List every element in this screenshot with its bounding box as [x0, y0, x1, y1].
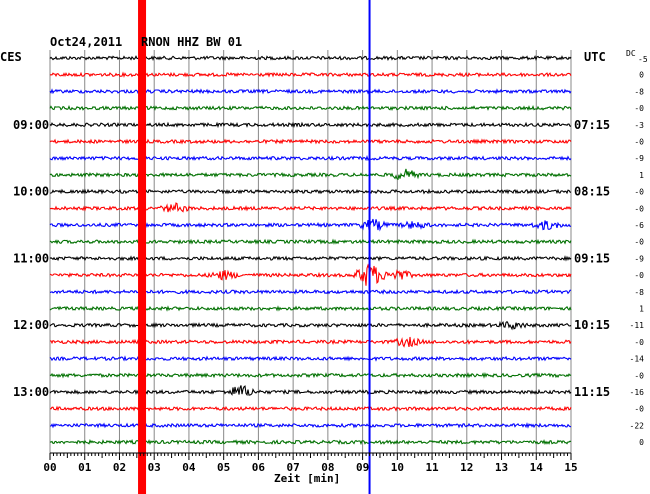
station-label: RNON HHZ BW 01 — [141, 35, 242, 49]
red-marker-bar — [138, 0, 147, 494]
trace-row-3 — [49, 104, 572, 112]
trace-row-8 — [49, 188, 572, 195]
x-tick-label: 11 — [425, 461, 439, 474]
dc-first-label: -5 — [638, 55, 648, 64]
trace-row-6 — [49, 155, 572, 162]
right-hour-label: 08:15 — [574, 185, 610, 199]
dc-offset-label: 0 — [639, 71, 644, 80]
x-tick-label: 12 — [460, 461, 473, 474]
x-tick-label: 14 — [530, 461, 544, 474]
dc-offset-label: -16 — [630, 388, 645, 397]
right-hour-label: 07:15 — [574, 118, 610, 132]
x-axis: 00 01 02 03 04 05 06 07 08 09 10 11 12 13 14 15 — [43, 452, 578, 474]
dc-offset-label: -9 — [634, 154, 644, 163]
x-tick-label: 04 — [182, 461, 196, 474]
trace-row-9 — [49, 202, 572, 213]
dc-offset-label: -22 — [630, 421, 645, 430]
dc-offset-label: -9 — [634, 254, 644, 263]
x-tick-label: 08 — [321, 461, 334, 474]
right-hour-label: 09:15 — [574, 251, 610, 265]
labels: Oct24,2011 RNON HHZ BW 01 CES UTC DC -5 … — [0, 35, 648, 485]
dc-offset-label: -0 — [634, 271, 644, 280]
dc-offset-label: -0 — [634, 338, 644, 347]
trace-lines — [49, 55, 572, 446]
x-tick-label: 09 — [356, 461, 369, 474]
dc-offset-label: -11 — [630, 321, 645, 330]
dc-offset-label: -0 — [634, 405, 644, 414]
x-tick-label: 00 — [43, 461, 56, 474]
x-tick-label: 07 — [287, 461, 300, 474]
grid-lines — [49, 50, 572, 453]
trace-row-2 — [49, 88, 572, 95]
dc-offset-label: -0 — [634, 188, 644, 197]
left-hour-label: 12:00 — [13, 318, 49, 332]
trace-row-0 — [49, 55, 572, 61]
x-tick-label: 01 — [78, 461, 92, 474]
trace-row-12 — [49, 255, 572, 262]
x-axis-title: Zeit [min] — [274, 472, 340, 485]
dc-offset-label: -0 — [634, 204, 644, 213]
trace-row-1 — [49, 71, 572, 78]
x-tick-label: 15 — [564, 461, 577, 474]
x-tick-label: 10 — [391, 461, 404, 474]
trace-row-23 — [49, 439, 572, 446]
right-hour-label: 11:15 — [574, 385, 610, 399]
dc-offset-label: -14 — [630, 355, 645, 364]
dc-offset-label: 1 — [639, 171, 644, 180]
dc-header-label: DC — [626, 49, 636, 58]
dc-offset-label: -0 — [634, 104, 644, 113]
left-hour-label: 10:00 — [13, 185, 49, 199]
trace-row-16 — [49, 320, 572, 331]
x-tick-label: 02 — [113, 461, 126, 474]
x-tick-label: 03 — [148, 461, 161, 474]
right-hour-label: 10:15 — [574, 318, 610, 332]
trace-row-19 — [49, 372, 572, 379]
dc-offset-label: -8 — [634, 288, 644, 297]
dc-offset-label: -0 — [634, 238, 644, 247]
trace-row-18 — [49, 355, 572, 362]
trace-row-11 — [49, 238, 572, 245]
right-zone-label: UTC — [584, 50, 606, 64]
dc-offset-label: -3 — [634, 121, 644, 130]
dc-offset-label: -0 — [634, 138, 644, 147]
trace-row-10 — [49, 218, 572, 232]
trace-row-5 — [49, 138, 572, 145]
x-tick-label: 06 — [252, 461, 266, 474]
x-tick-label: 13 — [495, 461, 508, 474]
x-tick-label: 05 — [217, 461, 230, 474]
trace-row-22 — [50, 422, 572, 429]
trace-row-4 — [49, 121, 572, 129]
trace-row-15 — [49, 305, 572, 312]
trace-row-7 — [49, 168, 572, 181]
dc-offset-label: -8 — [634, 87, 644, 96]
dc-offset-label: 1 — [639, 305, 644, 314]
left-hour-label: 13:00 — [13, 385, 49, 399]
trace-row-13 — [49, 263, 572, 286]
dc-offset-label: 0 — [639, 438, 644, 447]
dc-offset-label: -6 — [634, 221, 644, 230]
trace-row-20 — [49, 385, 572, 397]
trace-row-14 — [49, 288, 572, 295]
date-label: Oct24,2011 — [50, 35, 122, 49]
trace-row-17 — [50, 336, 572, 348]
dc-offset-label: -0 — [634, 371, 644, 380]
left-zone-label: CES — [0, 50, 22, 64]
trace-row-21 — [50, 405, 572, 412]
left-hour-label: 09:00 — [13, 118, 49, 132]
left-hour-label: 11:00 — [13, 251, 49, 265]
time-markers — [138, 0, 371, 494]
